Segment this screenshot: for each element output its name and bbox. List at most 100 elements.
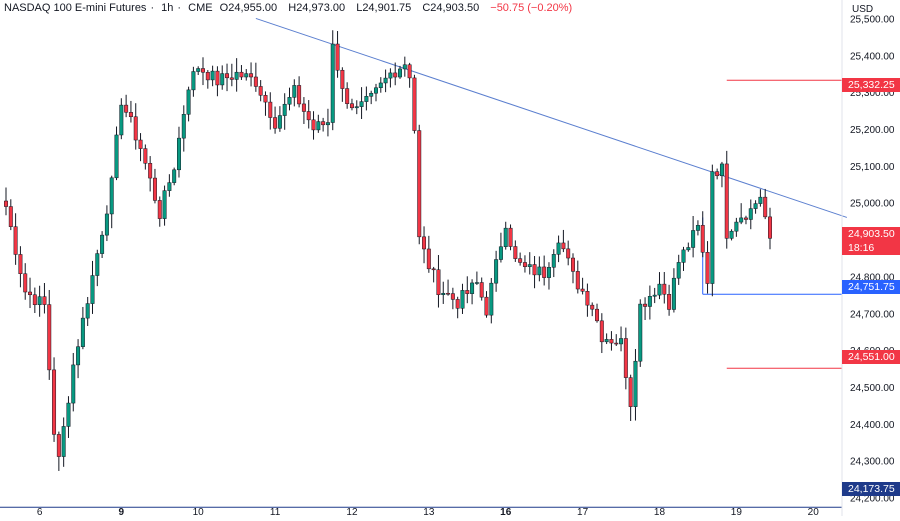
candle-body [417, 130, 422, 238]
candle-body [609, 339, 614, 344]
candle-body [133, 116, 138, 141]
candle-body [498, 246, 503, 260]
candle-body [109, 177, 114, 215]
time-tick-label: 17 [577, 507, 589, 516]
candle-body [148, 163, 153, 179]
levels-layer [0, 17, 848, 508]
candle-body [258, 86, 263, 96]
candle-body [715, 171, 720, 177]
candle-body [143, 148, 148, 164]
candle-body [172, 169, 177, 183]
candle-body [292, 85, 297, 98]
time-tick-label: 18 [654, 507, 666, 516]
candle-body [532, 264, 537, 276]
candle-body [4, 200, 8, 207]
candle-body [8, 206, 13, 227]
candle-body [695, 225, 700, 231]
candle-body [546, 267, 551, 278]
candle-body [537, 266, 542, 276]
candle-body [215, 70, 220, 86]
candle-body [657, 283, 662, 296]
candle-body [686, 247, 691, 251]
interval[interactable]: 1h [161, 2, 174, 14]
candle-body [446, 292, 451, 295]
candle-body [114, 134, 119, 179]
candle-body [551, 254, 556, 268]
candle-body [575, 271, 580, 290]
candle-body [119, 104, 124, 136]
candle-body [71, 364, 76, 404]
candle-body [354, 106, 359, 109]
candle-body [753, 203, 758, 209]
candle-body [743, 217, 748, 220]
candle-body [321, 121, 326, 126]
candle-body [152, 177, 157, 201]
candle-body [561, 242, 566, 250]
candle-body [167, 182, 172, 191]
candle-body [28, 291, 33, 296]
candle-body [85, 303, 90, 319]
ohlc-high: H24,973.00 [288, 2, 349, 14]
candle-body [249, 73, 254, 78]
candle-body [374, 87, 378, 94]
candle-body [585, 291, 590, 306]
candle-body [676, 262, 681, 279]
mid-level-tag: 24,751.75 [842, 280, 900, 294]
candle-body [345, 88, 350, 104]
price-tick-label: 24,200.00 [850, 494, 895, 505]
price-tick-label: 24,700.00 [850, 309, 895, 320]
currency-label[interactable]: USD [852, 4, 874, 15]
price-tick-label: 25,100.00 [850, 162, 895, 173]
candle-body [465, 290, 470, 294]
candle-body [282, 103, 287, 116]
time-tick-label: 20 [808, 507, 820, 516]
exchange: CME [188, 2, 213, 14]
candle-body [76, 346, 81, 366]
candle-body [527, 264, 532, 267]
time-tick-label: 11 [270, 507, 281, 516]
candle-body [388, 72, 393, 79]
candle-body [479, 282, 484, 298]
candle-body [643, 303, 648, 307]
candle-body [52, 369, 57, 435]
candle-body [95, 253, 100, 276]
candle-body [662, 283, 667, 295]
candle-body [100, 234, 105, 254]
price-tick-label: 24,800.00 [850, 272, 895, 283]
time-axis: 6 9 10 11 12 13 16 17 18 19 20 [37, 507, 820, 518]
candle-body [287, 97, 292, 105]
candle-body [225, 73, 230, 79]
candle-body [196, 68, 201, 72]
candle-body [186, 89, 191, 115]
candle-body [364, 96, 369, 102]
price-tick-label: 24,300.00 [850, 457, 895, 468]
candle-body [614, 342, 619, 345]
symbol-header[interactable]: NASDAQ 100 E-mini Futures · 1h · CME O24,9… [4, 2, 576, 14]
lower-level-tag: 24,551.00 [842, 350, 900, 364]
candle-body [556, 242, 561, 255]
upper-level-tag: 25,332.25 [842, 78, 900, 92]
candle-body [104, 213, 109, 236]
candle-body [494, 259, 499, 284]
last-price-value: 24,903.50 [848, 228, 895, 240]
price-tick-label: 25,000.00 [850, 199, 895, 210]
candle-body [566, 248, 571, 259]
candle-body [229, 77, 234, 80]
candle-body [571, 257, 575, 272]
candle-body [422, 236, 427, 250]
candle-body [37, 296, 42, 306]
low-label: L [356, 2, 363, 14]
candle-body [691, 230, 696, 248]
candle-body [590, 304, 595, 310]
high-label: H [288, 2, 297, 14]
candle-body [604, 339, 609, 343]
candle-body [667, 294, 672, 310]
instrument-name[interactable]: NASDAQ 100 E-mini Futures [4, 2, 147, 14]
candle-body [431, 268, 436, 271]
candle-body [378, 82, 383, 89]
candle-body [739, 217, 744, 223]
high-value: 24,973.00 [296, 2, 346, 14]
candle-body [595, 308, 599, 322]
